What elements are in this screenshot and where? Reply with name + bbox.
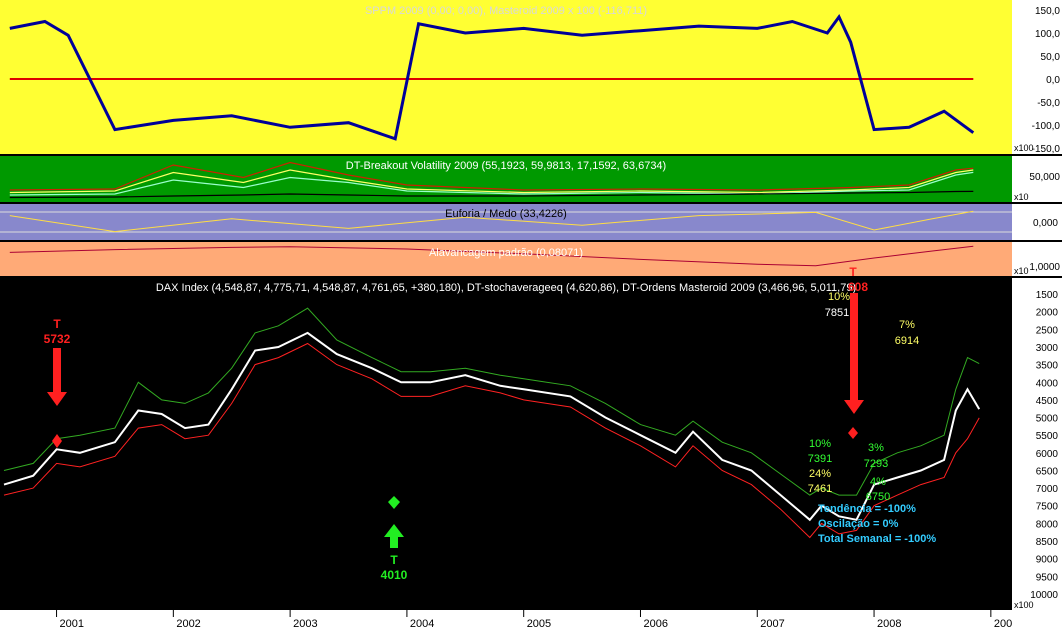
x-tick-label: 200 — [994, 618, 1012, 630]
main-tick-label: 10000 — [1030, 590, 1058, 601]
p1-tick-label: 150,0 — [1035, 6, 1060, 17]
panel1-title: SPPM 2009 (0,00; 0,00), Masteroid 2009 x… — [365, 5, 647, 17]
x-axis-labels: 2001 2002 2003 2004 2005 2006 2007 2008 200 — [56, 610, 1012, 630]
p2-series-line-1 — [9, 161, 974, 191]
p2-series-line-2 — [9, 169, 974, 194]
x-tick-label: 2004 — [410, 618, 434, 630]
main-tick-label: 3000 — [1036, 343, 1059, 354]
main-tick-label: 9000 — [1036, 555, 1059, 566]
e-value: 6914 — [895, 335, 919, 347]
main-tick-label: 9500 — [1036, 572, 1059, 583]
x-tick-label: 2003 — [293, 618, 317, 630]
main-tick-label: 4500 — [1036, 396, 1059, 407]
p1-masteroid-line — [9, 13, 975, 141]
main-tick-label: 7000 — [1036, 484, 1059, 495]
p3-euforia-line — [9, 210, 974, 233]
main-tick-label: 6000 — [1036, 449, 1059, 460]
e-pct: 7% — [899, 319, 915, 331]
main-scale-label: x100 — [1014, 600, 1034, 610]
sell2-value: 608 — [848, 280, 868, 294]
a-value: 7391 — [808, 453, 832, 465]
c-value: 7293 — [864, 458, 888, 470]
x-tick-label: 2008 — [877, 618, 901, 630]
p1-tick-label: 100,0 — [1035, 29, 1060, 40]
sell2-arrow-icon — [844, 293, 864, 414]
top-value: 7851 — [825, 307, 849, 319]
sell1-arrow-icon — [47, 348, 67, 406]
summary-oscillation: Oscilação = 0% — [818, 518, 899, 530]
b-value: 7461 — [808, 483, 832, 495]
sell1-letter: T — [53, 317, 61, 331]
series-layer — [3, 13, 981, 539]
main-lower-band — [3, 307, 980, 496]
main-tick-label: 7500 — [1036, 502, 1059, 513]
panel2-bg — [0, 156, 1012, 202]
main-upper-band — [3, 342, 980, 539]
buy1-letter: T — [390, 553, 398, 567]
p4-tick-label: 1,0000 — [1029, 262, 1060, 273]
p1-tick-label: -100,0 — [1032, 121, 1061, 132]
p4-scale-label: x10 — [1014, 266, 1029, 276]
panel3-bg — [0, 204, 1012, 240]
p1-tick-label: 50,0 — [1041, 52, 1061, 63]
main-tick-label: 8000 — [1036, 519, 1059, 530]
p2-tick-label: 50,000 — [1029, 172, 1060, 183]
axis-strip-p2 — [1012, 156, 1062, 202]
main-dax-line — [3, 331, 981, 522]
buy1-arrow-icon — [384, 524, 404, 548]
main-y-ticks: 10000 9500 9000 8500 8000 7500 7000 6500 6000 550… — [1030, 290, 1058, 601]
b-pct: 24% — [809, 468, 831, 480]
main-tick-label: 3500 — [1036, 361, 1059, 372]
main-tick-label: 1500 — [1036, 290, 1059, 301]
p1-tick-label: -50,0 — [1037, 98, 1060, 109]
x-tick-label: 2006 — [643, 618, 667, 630]
x-axis-strip — [0, 610, 1062, 631]
a-pct: 10% — [809, 438, 831, 450]
d-value: 6750 — [866, 491, 890, 503]
sell1-marker-icon — [52, 434, 62, 448]
x-tick-label: 2005 — [527, 618, 551, 630]
panel2-title: DT-Breakout Volatility 2009 (55,1923, 59… — [346, 160, 666, 172]
p4-leverage-line — [9, 245, 974, 267]
x-tick-label: 2007 — [760, 618, 784, 630]
main-tick-label: 8500 — [1036, 537, 1059, 548]
main-tick-label: 5000 — [1036, 414, 1059, 425]
axis-strip-p3 — [1012, 204, 1062, 240]
p2-series-line-4 — [9, 190, 974, 199]
buy1-value: 4010 — [381, 568, 408, 582]
p1-scale-label: x100 — [1014, 143, 1034, 153]
summary-weekly: Total Semanal = -100% — [818, 533, 936, 545]
main-tick-label: 6500 — [1036, 466, 1059, 477]
p2-series-line-3 — [9, 171, 974, 196]
panel3-title: Euforia / Medo (33,4226) — [445, 208, 567, 220]
main-tick-label: 2500 — [1036, 325, 1059, 336]
x-tick-label: 2002 — [176, 618, 200, 630]
sell1-value: 5732 — [44, 332, 71, 346]
axis-strip-p4 — [1012, 242, 1062, 276]
main-tick-label: 4000 — [1036, 378, 1059, 389]
sell2-marker-icon — [848, 427, 858, 439]
c-pct: 3% — [868, 442, 884, 454]
p3-tick-label: 0,000 — [1033, 218, 1058, 229]
x-tick-label: 2001 — [60, 618, 84, 630]
axis-strip-main — [1012, 278, 1062, 610]
p1-tick-label: -150,0 — [1032, 144, 1061, 155]
summary-trend: Tendência = -100% — [818, 503, 916, 515]
main-tick-label: 5500 — [1036, 431, 1059, 442]
d-pct: 4% — [870, 476, 886, 488]
main-panel-bg — [0, 278, 1012, 610]
p1-y-ticks: 150,0 100,0 50,0 0,0 -50,0 -100,0 -150,0 — [1032, 6, 1061, 155]
p2-scale-label: x10 — [1014, 192, 1029, 202]
panel4-bg — [0, 242, 1012, 276]
top-pct: 10% — [828, 291, 850, 303]
sell2-letter: T — [849, 265, 857, 279]
main-title: DAX Index (4,548,87, 4,775,71, 4,548,87,… — [156, 282, 856, 294]
panel4-title: Alavancagem padrão (0,08071) — [429, 247, 583, 259]
p1-tick-label: 0,0 — [1046, 75, 1060, 86]
buy1-marker-icon — [388, 496, 400, 509]
axis-strip-p1 — [1012, 0, 1062, 154]
main-tick-label: 2000 — [1036, 308, 1059, 319]
